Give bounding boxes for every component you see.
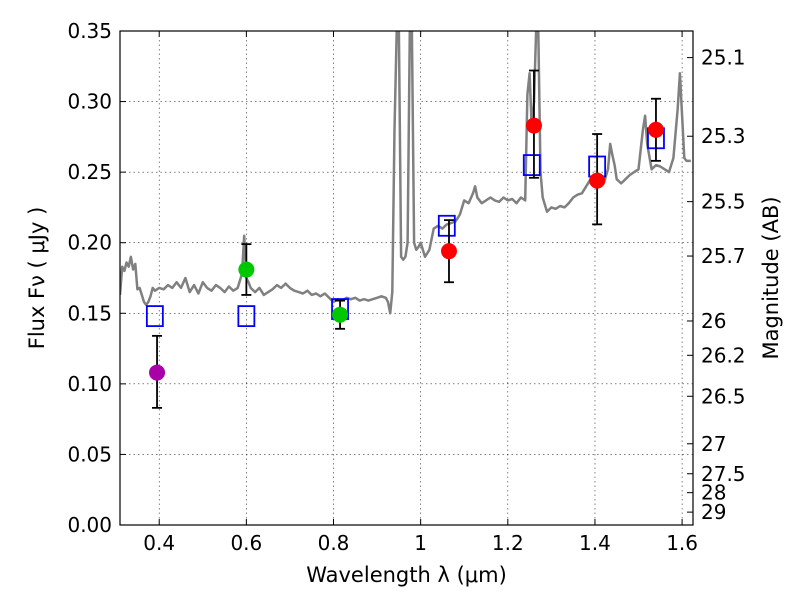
x-tick-label: 0.4 [143,531,175,555]
magnitude-tick-label: 27.5 [701,462,746,486]
observed-green-point [332,306,349,323]
y-tick-label: 0.35 [67,19,112,43]
model-photometry-square [237,305,256,328]
magnitude-tick-label: 26 [701,309,726,333]
x-tick-label: 1 [414,531,427,555]
grid-lines [120,31,693,525]
magnitude-tick-label: 25.1 [701,46,746,70]
y-tick-label: 0.20 [67,231,112,255]
y-tick-label: 0.05 [67,442,112,466]
plot-frame [119,30,694,526]
y2-axis-title: Magnitude (AB) [759,196,783,359]
observed-red-point [589,172,606,189]
x-tick-label: 0.8 [318,531,350,555]
magnitude-tick-label: 27 [701,432,726,456]
magnitude-tick-label: 26.2 [701,343,746,367]
y-tick-label: 0.25 [67,160,112,184]
magnitude-tick-label: 25.5 [701,190,746,214]
x-tick-label: 1.6 [666,531,698,555]
magnitude-tick-label: 26.5 [701,384,746,408]
y-tick-label: 0.15 [67,301,112,325]
x-tick-label: 1.2 [492,531,524,555]
marker-layer [145,69,665,409]
model-photometry-square [522,154,541,176]
x-axis-title: Wavelength λ (μm) [306,563,507,587]
x-tick-label: 0.6 [230,531,262,555]
observed-green-point [238,261,255,278]
y-tick-label: 0.10 [67,372,112,396]
model-photometry-square [437,214,456,237]
y-tick-label: 0.00 [67,513,112,537]
y-tick-label: 0.30 [67,90,112,114]
y-axis-title: Flux Fν ( μJy ) [25,207,49,350]
y-axis-flux: 0.00 0.05 0.10 0.15 0.20 0.25 0.30 0.35 [67,19,126,537]
x-axis: 0.4 0.6 0.8 1 1.2 1.4 1.6 [143,31,698,555]
observed-red-point [525,117,542,134]
observed-purple-point [149,364,166,381]
model-photometry-square [145,305,164,328]
observed-red-point [647,121,664,138]
magnitude-tick-label: 25.7 [701,244,746,268]
observed-red-point [440,243,457,260]
magnitude-tick-label: 25.3 [701,124,746,148]
magnitude-tick-label: 28 [701,481,726,505]
magnitude-tick-label: 29 [701,500,726,524]
x-tick-label: 1.4 [579,531,611,555]
